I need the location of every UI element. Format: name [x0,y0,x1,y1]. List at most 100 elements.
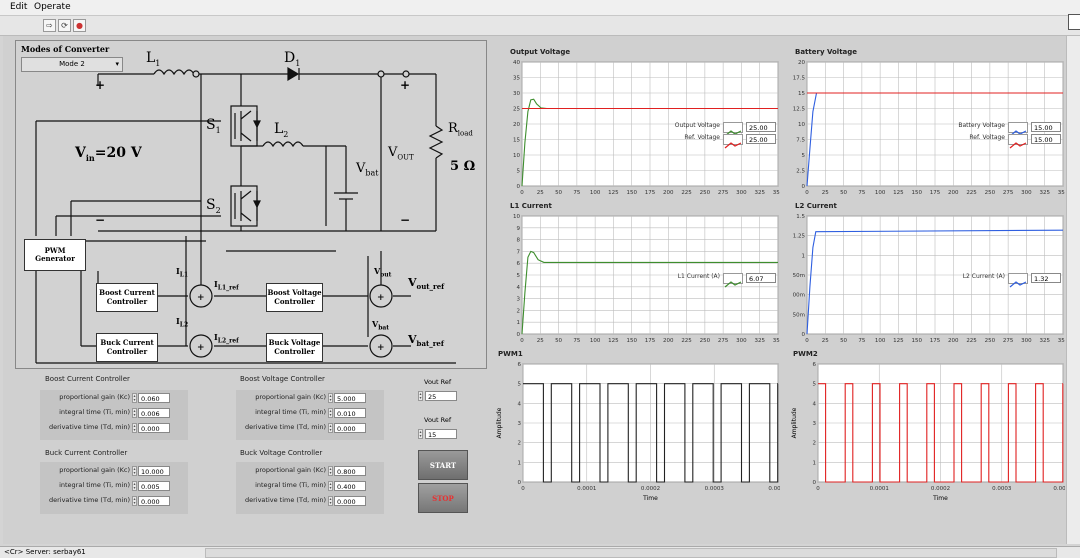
legend-label: L2 Current (A) [962,273,1005,281]
x-tick-label: 150 [911,338,922,344]
param-input[interactable]: 0.000 [138,423,170,433]
legend-value: 1.32 [1031,273,1061,284]
param-spinner[interactable]: ▴ ▾ [132,466,137,476]
param-label: integral time (Ti, min) [255,481,326,489]
y-tick-label: 20 [513,122,520,128]
param-spinner[interactable]: ▴ ▾ [328,481,333,491]
label-d1: D1 [284,50,301,68]
param-input[interactable]: 0.000 [138,496,170,506]
param-label: proportional gain (Kc) [59,466,130,474]
param-spinner[interactable]: ▴ ▾ [132,423,137,433]
y-tick-label: 2 [518,441,522,447]
mode-value: Mode 2 [59,60,85,68]
series-line-l1-0 [521,250,778,335]
buck-current-title: Buck Current Controller [45,449,128,457]
legend-value: 25.00 [746,134,776,145]
y-tick-label: 3 [517,297,521,303]
start-button[interactable]: START [418,450,468,480]
param-label: proportional gain (Kc) [59,393,130,401]
buck-current-block: Buck Current Controller [96,333,158,362]
x-tick-label: 0.0001 [577,486,596,492]
param-input[interactable]: 0.010 [334,408,366,418]
x-tick-label: 300 [1021,190,1032,196]
vout-ref-input[interactable]: 25 [425,391,457,401]
svg-text:+: + [197,343,205,353]
label-vout-sense: Vout [374,266,392,279]
x-tick-label: 325 [754,190,765,196]
param-spinner[interactable]: ▴ ▾ [328,496,333,506]
run-continuous-icon[interactable]: ⟳ [58,19,71,32]
boost-voltage-param-row: derivative time (Td, min) ▴ ▾ 0.000 [236,423,384,434]
param-input[interactable]: 0.060 [138,393,170,403]
param-spinner[interactable]: ▴ ▾ [132,496,137,506]
x-tick-label: 250 [985,190,996,196]
stop-button[interactable]: STOP [418,483,468,513]
y-tick-label: 0 [518,480,522,486]
param-spinner[interactable]: ▴ ▾ [328,423,333,433]
y-tick-label: 1 [802,253,806,259]
x-tick-label: 100 [590,338,601,344]
param-spinner[interactable]: ▴ ▾ [132,408,137,418]
y-tick-label: 4 [517,285,521,291]
param-spinner[interactable]: ▴ ▾ [328,466,333,476]
y-tick-label: 10 [798,122,805,128]
param-input[interactable]: 0.000 [334,496,366,506]
chart-title-p1: PWM1 [498,350,523,358]
vbat-ref-input[interactable]: 15 [425,429,457,439]
param-spinner[interactable]: ▴ ▾ [328,408,333,418]
label-l1: L1 [146,50,161,68]
param-input[interactable]: 0.000 [334,423,366,433]
param-input[interactable]: 5.000 [334,393,366,403]
param-input[interactable]: 0.006 [138,408,170,418]
chart-title-p2: PWM2 [793,350,818,358]
y-tick-label: 5 [518,382,522,388]
x-tick-label: 0 [520,338,524,344]
legend-value: 25.00 [746,122,776,133]
y-tick-label: 6 [813,362,817,368]
legend-swatch-icon [723,122,743,137]
label-il1: IL1 [176,266,189,279]
server-context: <Cr> Server: serbay61 [4,548,86,556]
x-tick-label: 275 [718,190,729,196]
dropdown-arrow-icon: ▾ [115,60,119,68]
param-spinner[interactable]: ▴ ▾ [132,481,137,491]
param-input[interactable]: 10.000 [138,466,170,476]
param-spinner[interactable]: ▴ ▾ [328,393,333,403]
run-arrow-icon[interactable]: ⇨ [43,19,56,32]
x-tick-label: 250 [985,338,996,344]
x-tick-label: 0 [805,338,809,344]
x-tick-label: 225 [966,190,977,196]
param-label: integral time (Ti, min) [59,481,130,489]
y-tick-label: 250m [793,312,805,318]
menu-edit[interactable]: Edit [10,2,28,12]
legend-label: Ref. Voltage [969,134,1005,142]
x-tick-label: 100 [875,338,886,344]
mode-selector[interactable]: Mode 2 ▾ [21,57,123,72]
x-tick-label: 225 [681,190,692,196]
param-input[interactable]: 0.800 [334,466,366,476]
param-label: derivative time (Td, min) [48,496,130,504]
x-tick-label: 225 [966,338,977,344]
x-tick-label: 300 [736,190,747,196]
y-tick-label: 1 [517,320,521,326]
y-tick-label: 1 [518,460,522,466]
x-tick-label: 0 [805,190,809,196]
param-spinner[interactable]: ▴ ▾ [132,393,137,403]
x-tick-label: 325 [1039,338,1050,344]
x-tick-label: 175 [930,190,941,196]
param-input[interactable]: 0.005 [138,481,170,491]
x-tick-label: 150 [626,190,637,196]
legend-swatch-icon [1008,134,1028,149]
vout-ref-spinner[interactable]: ▴ ▾ [418,391,423,401]
svg-text:+: + [377,343,385,353]
x-tick-label: 300 [1021,338,1032,344]
chart-p1: 0 1 2 3 4 5 6 0 0.0001 0.0002 0.0003 0.0004 Time Ampl… [496,362,780,502]
vbat-ref-spinner[interactable]: ▴ ▾ [418,429,423,439]
param-input[interactable]: 0.400 [334,481,366,491]
boost-voltage-title: Boost Voltage Controller [240,375,325,383]
legend-value: 6.07 [746,273,776,284]
label-plus-right: + [400,78,411,92]
param-label: derivative time (Td, min) [244,423,326,431]
abort-icon[interactable]: ● [73,19,86,32]
menu-operate[interactable]: Operate [34,2,71,12]
